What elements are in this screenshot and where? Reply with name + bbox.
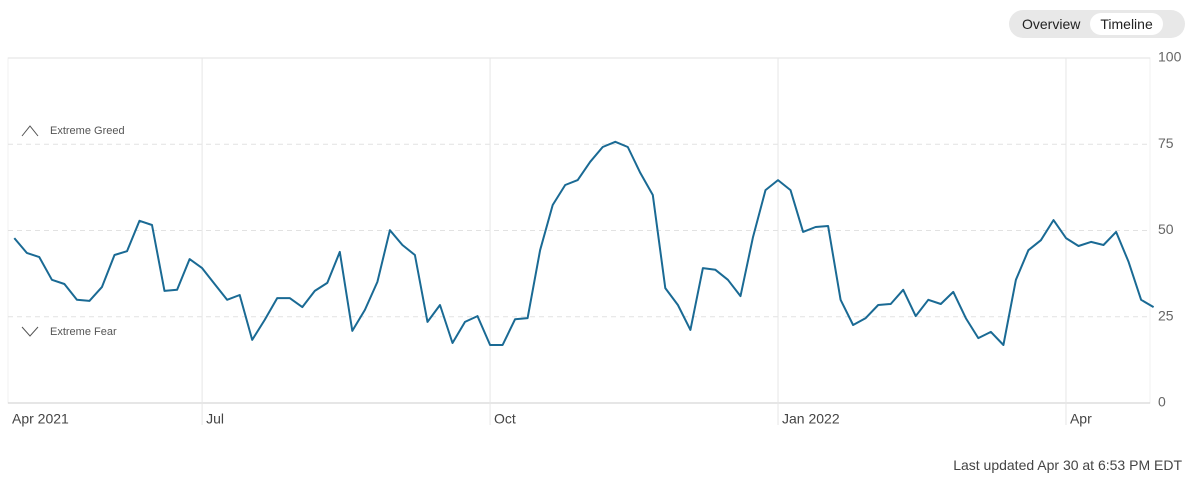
x-tick-label: Jan 2022 — [782, 411, 840, 427]
y-tick-label: 75 — [1158, 135, 1174, 151]
greed-icon — [21, 125, 39, 137]
annotation: Extreme Greed — [50, 125, 125, 137]
x-tick-label: Jul — [206, 411, 224, 427]
line — [13, 140, 1155, 346]
y-tick-label: 0 — [1158, 394, 1166, 410]
annotation: Extreme Fear — [50, 326, 117, 338]
y-tick-label: 25 — [1158, 307, 1174, 323]
y-tick-label: 100 — [1158, 49, 1182, 65]
chart: Extreme Greed Extreme Fear 0 25 50 75 100 Apr… — [7, 49, 1182, 427]
y-tick-label: 50 — [1158, 221, 1174, 237]
x-tick-label: Apr 2021 — [12, 411, 69, 427]
toggle-button[interactable]: Timeline — [1090, 13, 1163, 35]
x-tick-label: Oct — [494, 411, 516, 427]
x-tick-label: Apr — [1070, 411, 1092, 427]
last-updated: Last updated Apr 30 at 6:53 PM EDT — [953, 457, 1182, 473]
fear-icon — [21, 326, 39, 337]
toggle-button[interactable]: Overview — [1022, 16, 1081, 32]
view-toggle: Overview Timeline — [1009, 10, 1185, 38]
